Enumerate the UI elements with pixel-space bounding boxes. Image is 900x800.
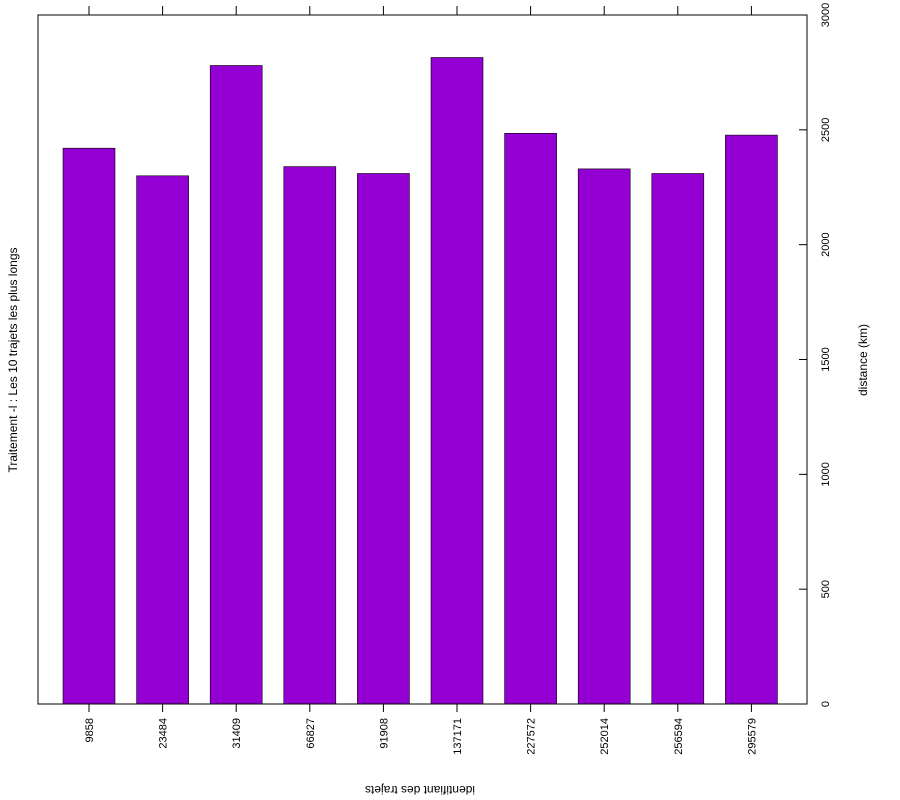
bar-23484 bbox=[136, 175, 189, 705]
x-tick-label-295579: 295579 bbox=[746, 718, 758, 755]
x-tick-label-137171: 137171 bbox=[452, 718, 464, 755]
y-tick-label-3000: 3000 bbox=[820, 3, 832, 27]
y-tick-label-1500: 1500 bbox=[820, 347, 832, 371]
x-tick-label-31409: 31409 bbox=[231, 718, 243, 749]
x-tick-label-91908: 91908 bbox=[378, 718, 390, 749]
bar-227572 bbox=[504, 133, 557, 705]
y-tick-label-1000: 1000 bbox=[820, 462, 832, 486]
y-tick-label-2000: 2000 bbox=[820, 232, 832, 256]
y-tick-label-0: 0 bbox=[820, 701, 832, 707]
bar-66827 bbox=[283, 166, 337, 705]
y-axis-label: distance (km) bbox=[856, 324, 870, 396]
x-tick-label-9858: 9858 bbox=[84, 718, 96, 742]
y-tick-label-2500: 2500 bbox=[820, 118, 832, 142]
bar-91908 bbox=[357, 173, 410, 705]
x-ticks-group: 9858 23484 31409 66827 91908 137171 227572 2520… bbox=[84, 6, 758, 755]
x-tick-label-66827: 66827 bbox=[305, 718, 317, 749]
x-axis-label: identifiant des trajets bbox=[365, 783, 475, 797]
x-tick-label-227572: 227572 bbox=[526, 718, 538, 755]
x-tick-label-256594: 256594 bbox=[673, 718, 685, 755]
chart-title: Traitement -l : Les 10 trajets les plus … bbox=[6, 248, 20, 473]
bar-9858 bbox=[62, 147, 116, 705]
y-tick-label-500: 500 bbox=[820, 580, 832, 598]
bars-group bbox=[62, 57, 778, 705]
bar-252014 bbox=[577, 168, 631, 705]
x-tick-label-252014: 252014 bbox=[599, 718, 611, 755]
y-ticks-group: 0 500 1000 1500 2000 2500 3000 bbox=[799, 3, 832, 707]
bar-31409 bbox=[209, 65, 263, 705]
bar-137171 bbox=[430, 57, 484, 705]
bar-295579 bbox=[725, 134, 778, 705]
x-tick-label-23484: 23484 bbox=[158, 718, 170, 749]
bar-256594 bbox=[651, 173, 705, 705]
